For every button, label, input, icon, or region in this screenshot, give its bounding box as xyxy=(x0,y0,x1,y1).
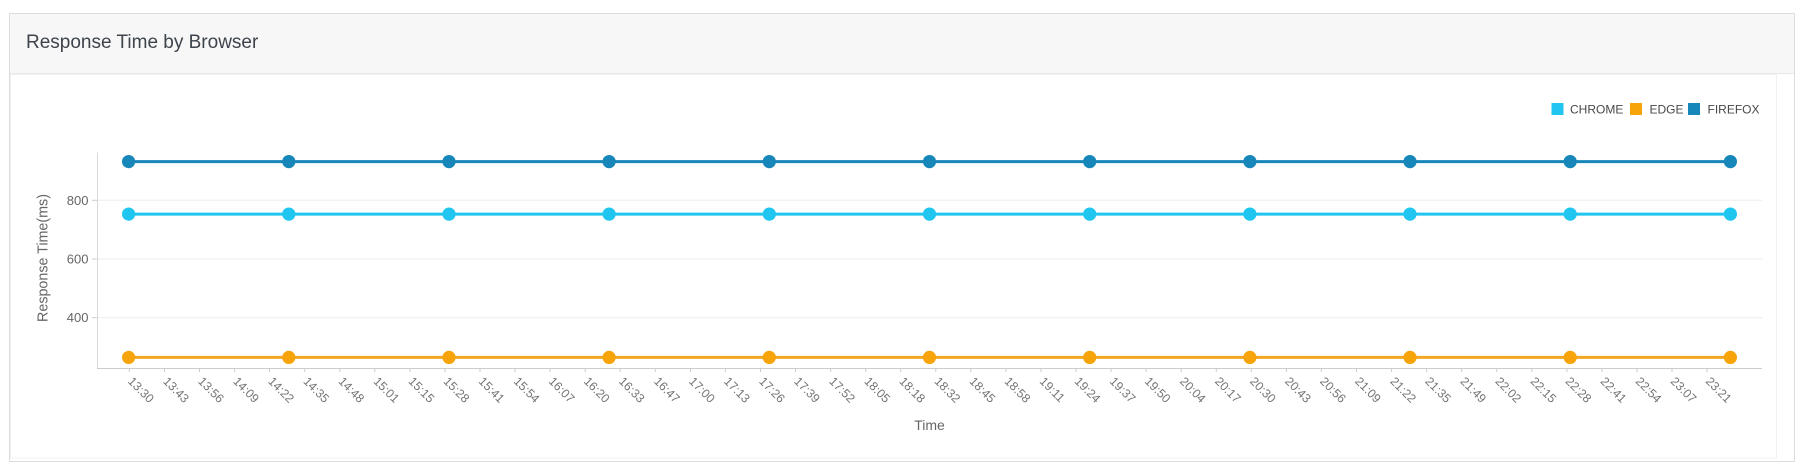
svg-text:Response Time(ms): Response Time(ms) xyxy=(36,194,52,322)
svg-text:13:30: 13:30 xyxy=(125,374,157,406)
svg-text:15:15: 15:15 xyxy=(406,374,438,406)
svg-text:17:26: 17:26 xyxy=(756,374,788,406)
svg-text:16:20: 16:20 xyxy=(581,374,613,406)
svg-text:16:07: 16:07 xyxy=(546,374,578,406)
svg-text:23:07: 23:07 xyxy=(1668,374,1700,406)
svg-text:18:05: 18:05 xyxy=(861,374,893,406)
svg-text:18:45: 18:45 xyxy=(967,374,999,406)
svg-text:16:47: 16:47 xyxy=(651,374,683,406)
svg-text:20:17: 20:17 xyxy=(1212,374,1244,406)
svg-text:17:13: 17:13 xyxy=(721,374,753,406)
svg-text:20:04: 20:04 xyxy=(1177,374,1209,406)
svg-text:23:21: 23:21 xyxy=(1703,374,1735,406)
svg-text:22:02: 22:02 xyxy=(1492,374,1524,406)
svg-text:14:35: 14:35 xyxy=(300,374,332,406)
svg-text:14:09: 14:09 xyxy=(230,374,262,406)
svg-text:20:43: 20:43 xyxy=(1282,374,1314,406)
svg-text:15:01: 15:01 xyxy=(371,374,403,406)
svg-text:21:22: 21:22 xyxy=(1387,374,1419,406)
svg-text:600: 600 xyxy=(67,252,89,267)
svg-text:Time: Time xyxy=(914,417,945,433)
svg-text:EDGE: EDGE xyxy=(1650,103,1684,117)
svg-text:22:28: 22:28 xyxy=(1563,374,1595,406)
svg-text:800: 800 xyxy=(67,193,89,208)
svg-text:FIREFOX: FIREFOX xyxy=(1708,103,1760,117)
svg-text:13:56: 13:56 xyxy=(195,374,227,406)
svg-text:19:37: 19:37 xyxy=(1107,374,1139,406)
svg-text:15:54: 15:54 xyxy=(511,374,543,406)
svg-text:21:49: 21:49 xyxy=(1457,374,1489,406)
svg-text:18:18: 18:18 xyxy=(896,374,928,406)
svg-text:17:39: 17:39 xyxy=(791,374,823,406)
svg-text:22:54: 22:54 xyxy=(1633,374,1665,406)
svg-text:15:28: 15:28 xyxy=(441,374,473,406)
svg-text:17:52: 17:52 xyxy=(826,374,858,406)
svg-text:21:09: 21:09 xyxy=(1352,374,1384,406)
svg-text:21:35: 21:35 xyxy=(1422,374,1454,406)
svg-text:20:30: 20:30 xyxy=(1247,374,1279,406)
svg-text:17:00: 17:00 xyxy=(686,374,718,406)
svg-text:18:58: 18:58 xyxy=(1002,374,1034,406)
svg-text:19:11: 19:11 xyxy=(1037,374,1068,405)
svg-text:22:15: 22:15 xyxy=(1528,374,1560,406)
svg-text:19:24: 19:24 xyxy=(1072,374,1104,406)
svg-text:CHROME: CHROME xyxy=(1570,103,1623,117)
svg-text:19:50: 19:50 xyxy=(1142,374,1174,406)
svg-text:400: 400 xyxy=(67,310,89,325)
svg-text:20:56: 20:56 xyxy=(1317,374,1349,406)
svg-text:14:48: 14:48 xyxy=(336,374,368,406)
svg-text:14:22: 14:22 xyxy=(265,374,297,406)
svg-text:13:43: 13:43 xyxy=(160,374,192,406)
svg-text:15:41: 15:41 xyxy=(476,374,508,406)
svg-text:16:33: 16:33 xyxy=(616,374,648,406)
svg-text:18:32: 18:32 xyxy=(932,374,964,406)
svg-text:22:41: 22:41 xyxy=(1598,374,1630,406)
